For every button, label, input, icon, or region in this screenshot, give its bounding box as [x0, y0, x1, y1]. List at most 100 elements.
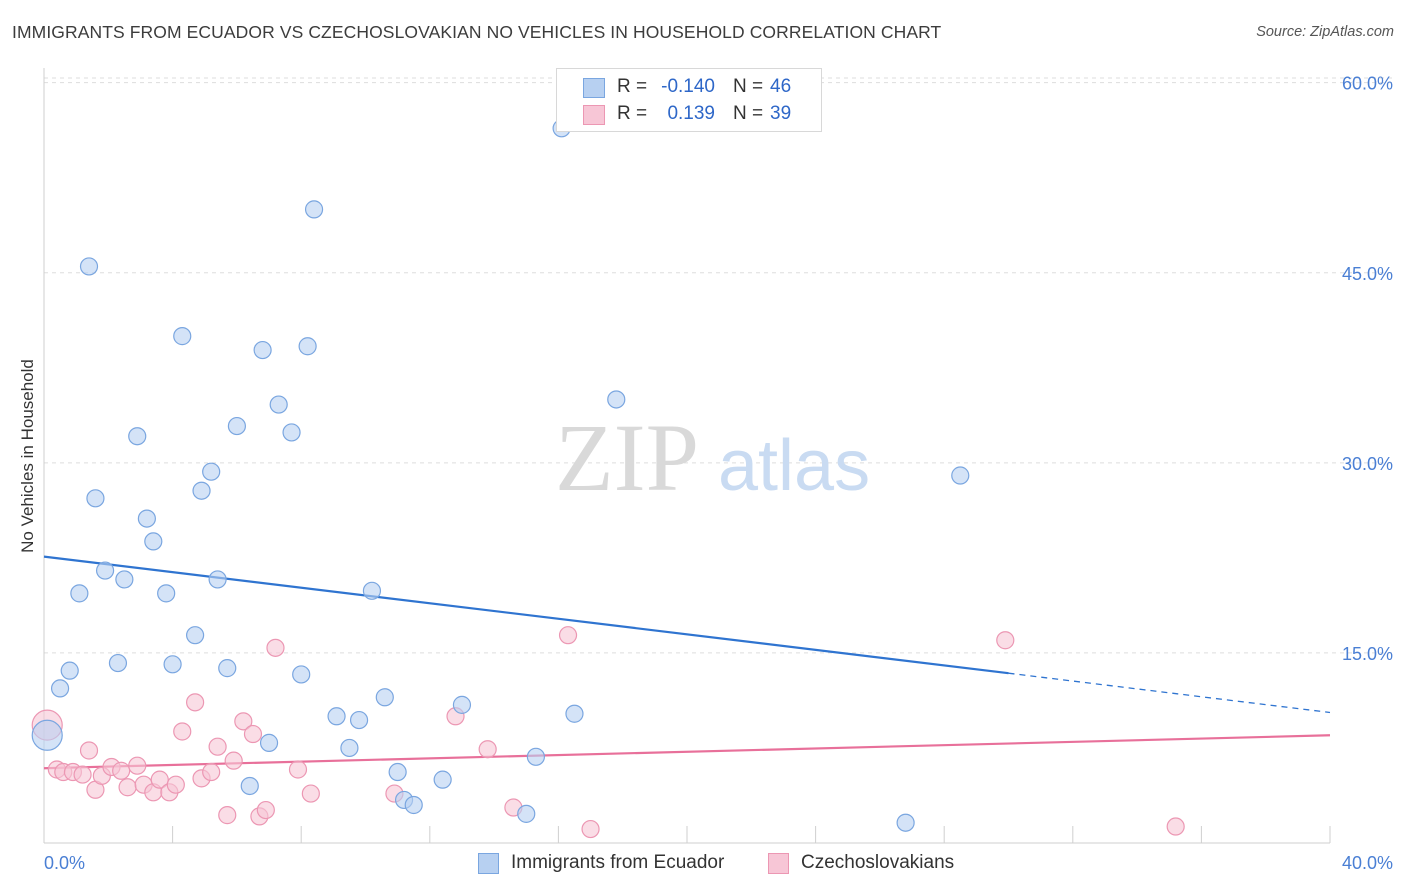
ecuador-point-7 [108, 653, 128, 673]
legend-r-value: 0.139 [667, 103, 715, 124]
correlation-legend: R = -0.140 N = 46 R = 0.139 N = 39 [556, 68, 822, 132]
ecuador-point-39 [517, 804, 536, 823]
ecuador-point-11 [144, 532, 163, 551]
czechoslovakians-point-10 [118, 778, 137, 797]
x-tick-label-1: 40.0% [1342, 853, 1393, 873]
czechoslovakians-point-18 [186, 693, 205, 712]
czechoslovakians-point-25 [243, 724, 263, 744]
ecuador-point-44 [896, 813, 915, 832]
ecuador-point-4 [79, 257, 99, 276]
x-tick-label-0: 0.0% [44, 853, 85, 873]
ecuador-point-8 [115, 570, 134, 589]
ecuador-point-27 [298, 337, 317, 356]
source-label: Source: ZipAtlas.com [1256, 24, 1394, 40]
series-legend: Immigrants from Ecuador Czechoslovakians [0, 852, 1406, 878]
legend-item-ecuador: Immigrants from Ecuador [478, 852, 724, 874]
czechoslovakians-point-11 [128, 756, 147, 775]
legend-row-czechoslovakians: R = 0.139 N = 39 [557, 101, 821, 127]
ecuador-point-12 [157, 584, 176, 603]
czechoslovakians-point-27 [256, 800, 275, 820]
grid-lines [44, 77, 1392, 654]
ecuador-point-42 [565, 704, 584, 723]
legend-swatch-pink [768, 852, 789, 874]
legend-item-czechoslovakians: Czechoslovakians [768, 852, 954, 874]
ecuador-point-32 [362, 581, 382, 600]
czechoslovakians-point-23 [224, 751, 243, 770]
ecuador-point-31 [349, 710, 369, 730]
czechoslovakians-point-4 [73, 765, 92, 784]
ecuador-point-22 [253, 340, 272, 360]
legend-n-label: N = [733, 76, 764, 97]
ecuador-point-3 [70, 584, 89, 603]
y-tick-label-2: 45.0% [1342, 264, 1393, 284]
ecuador-point-25 [282, 423, 301, 442]
chart-title: IMMIGRANTS FROM ECUADOR VS CZECHOSLOVAKI… [12, 22, 942, 42]
legend-r-label: R = [617, 76, 648, 97]
czechoslovakians-point-22 [218, 806, 237, 825]
ecuador-point-36 [404, 795, 423, 815]
watermark-zip: ZIP [555, 404, 699, 511]
y-tick-label-1: 30.0% [1342, 454, 1393, 474]
czechoslovakians-point-16 [166, 775, 185, 794]
y-tick-label-3: 60.0% [1342, 74, 1393, 94]
czechoslovakians-point-35 [558, 626, 578, 645]
legend-swatch-blue [478, 852, 499, 874]
czechoslovakians-point-36 [581, 819, 600, 839]
czechoslovakians-point-17 [173, 722, 192, 741]
ecuador-point-40 [526, 747, 545, 766]
czechoslovakians-point-5 [79, 741, 99, 760]
legend-r-label: R = [617, 103, 648, 124]
ecuador-point-28 [304, 200, 324, 219]
ecuador-point-18 [208, 570, 227, 589]
czechoslovakians-points [31, 626, 1185, 839]
czechoslovakians-point-21 [208, 737, 227, 756]
trend-line-ecuador [43, 555, 1009, 675]
ecuador-point-20 [227, 416, 246, 436]
ecuador-point-0 [31, 719, 63, 751]
czechoslovakians-point-29 [288, 760, 308, 779]
czechoslovakians-point-24 [234, 712, 253, 731]
legend-row-ecuador: R = -0.140 N = 46 [557, 74, 821, 100]
ecuador-point-5 [86, 489, 105, 508]
ecuador-point-23 [259, 733, 279, 752]
watermark-atlas: atlas [718, 426, 870, 506]
ecuador-point-26 [292, 665, 311, 684]
czechoslovakians-point-14 [150, 770, 169, 789]
ecuador-points [31, 119, 970, 832]
y-tick-labels: 15.0% 30.0% 45.0% 60.0% [1342, 74, 1393, 664]
ecuador-point-37 [433, 770, 452, 789]
trend-line-czechoslovakians [43, 734, 1331, 770]
ecuador-point-19 [218, 659, 237, 678]
ecuador-point-24 [269, 395, 288, 414]
legend-r-value: -0.140 [661, 76, 715, 97]
ecuador-point-17 [202, 462, 221, 481]
czechoslovakians-point-30 [301, 784, 320, 803]
ecuador-point-43 [607, 390, 626, 409]
czechoslovakians-point-33 [478, 740, 497, 759]
czechoslovakians-point-20 [202, 762, 221, 782]
ecuador-point-13 [163, 655, 182, 674]
ecuador-point-6 [95, 561, 115, 580]
trend-lines [43, 555, 1331, 770]
ecuador-point-30 [340, 738, 359, 758]
ecuador-point-38 [452, 695, 472, 714]
legend-label-czechoslovakians: Czechoslovakians [801, 852, 955, 873]
ecuador-point-34 [388, 762, 407, 782]
ecuador-point-2 [60, 661, 79, 680]
legend-label-ecuador: Immigrants from Ecuador [511, 852, 725, 873]
ecuador-point-29 [327, 707, 346, 726]
legend-n-value: 46 [770, 76, 792, 97]
x-tick-labels: 0.0% 40.0% [44, 853, 1393, 873]
legend-swatch-pink [583, 105, 605, 125]
czechoslovakians-point-37 [996, 631, 1015, 650]
ecuador-point-16 [192, 481, 211, 500]
czechoslovakians-point-9 [112, 761, 131, 780]
legend-n-value: 39 [770, 103, 792, 124]
czechoslovakians-point-28 [266, 638, 285, 657]
ecuador-point-9 [128, 427, 147, 446]
ecuador-point-21 [240, 776, 259, 796]
czechoslovakians-point-38 [1166, 817, 1185, 836]
legend-swatch-blue [583, 78, 605, 98]
watermark: ZIP atlas [555, 404, 870, 511]
